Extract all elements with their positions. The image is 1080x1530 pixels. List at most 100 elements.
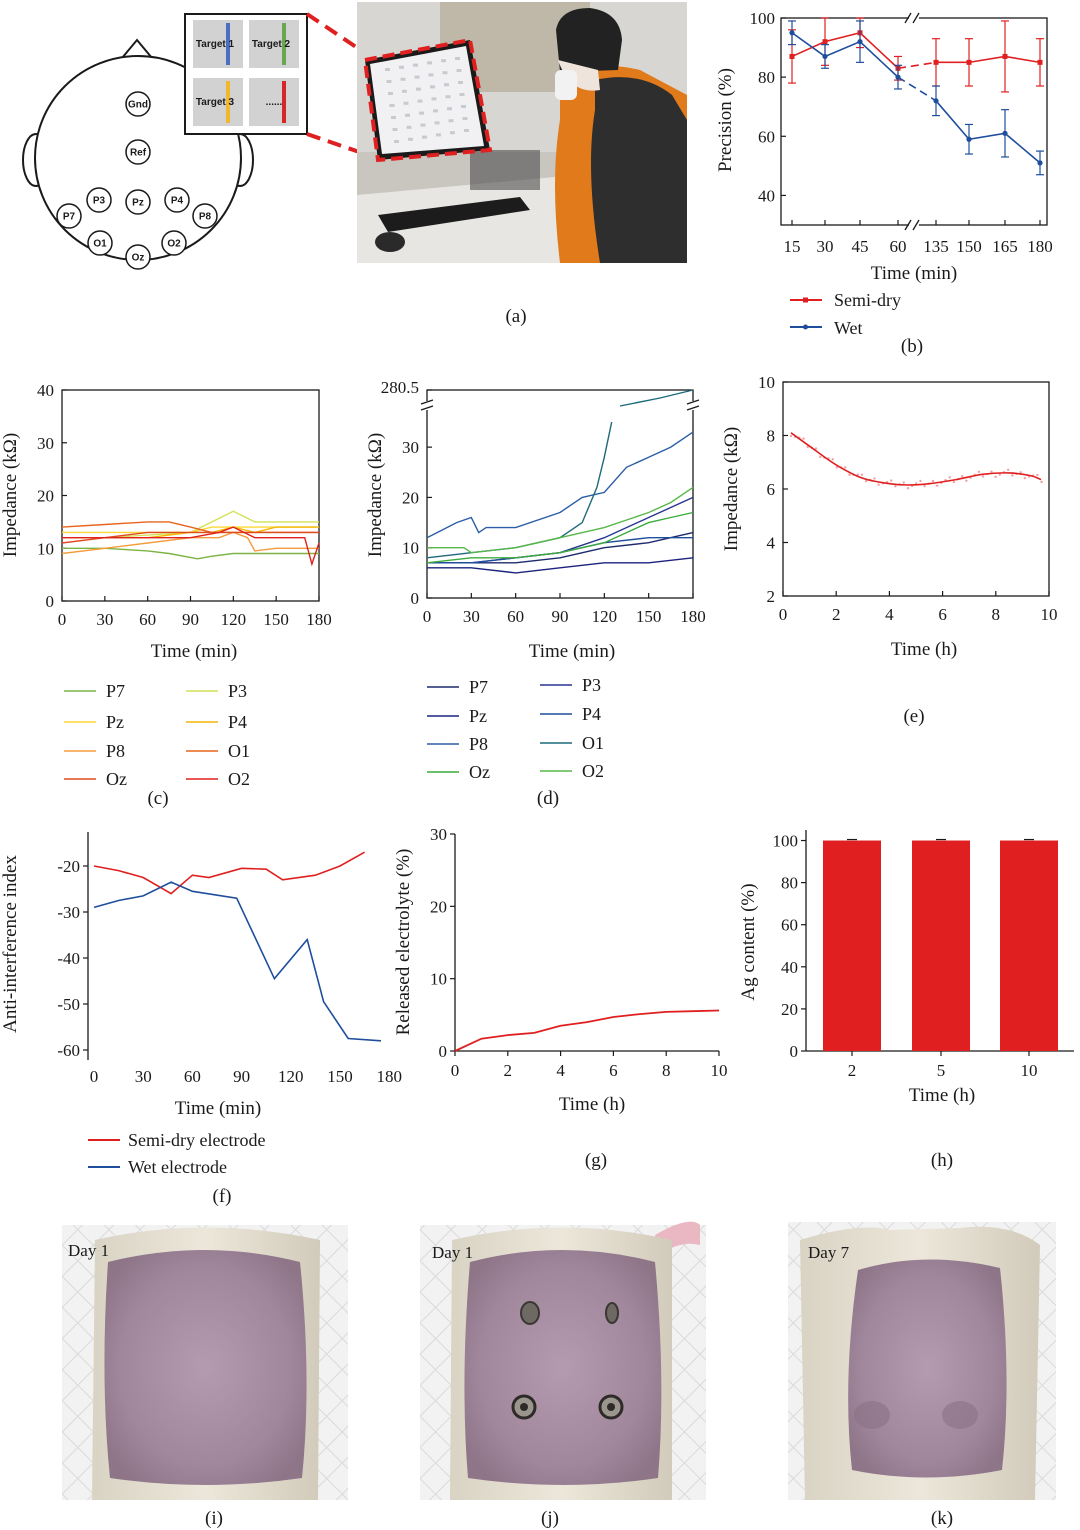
raw-sample (935, 484, 939, 487)
screen-stimulus (419, 111, 424, 115)
screen-stimulus (402, 89, 407, 93)
series-line-pz (62, 526, 319, 534)
legend-c-item: Pz (106, 712, 124, 732)
data-point (1037, 59, 1043, 65)
legend-d-item: P3 (582, 675, 601, 695)
screen-stimulus (464, 129, 469, 132)
series-line-released (454, 1009, 720, 1052)
raw-sample (860, 473, 864, 476)
legend-f-semidry: Semi-dry electrode (128, 1130, 265, 1150)
raw-sample (877, 483, 880, 486)
legend-d: P7 P3 Pz P4 P8 O1 Oz O2 (427, 675, 604, 782)
chart-h-ag-content: 0 20 40 60 80 100 Ag content (%) 2 5 10 Time (h) (738, 830, 1074, 1106)
raw-sample (948, 476, 951, 479)
screen-stimulus (427, 61, 432, 65)
screen-stimulus (400, 77, 406, 81)
electrode-o2-icon (161, 230, 187, 256)
axis-break-top (909, 12, 919, 24)
y-tick-label: 40 (758, 186, 775, 205)
y-tick-label: 80 (781, 874, 798, 893)
target-flicker-bar (282, 23, 286, 65)
x-tick-label: 120 (278, 1067, 304, 1086)
x-tick-label: 30 (96, 610, 113, 629)
panel-h-label: (h) (931, 1150, 953, 1171)
x-tick-label: 90 (552, 607, 569, 626)
y-axis-label: Ag content (%) (738, 883, 759, 1000)
target-tile (193, 20, 243, 68)
y-tick-label: -50 (57, 995, 80, 1014)
series-line-p7 (62, 547, 319, 560)
y-tick-label: 0 (411, 589, 420, 608)
screen-stimulus (420, 123, 426, 127)
raw-sample (1040, 480, 1043, 484)
target-callout: Target 1 Target 2 Target 3...... (184, 13, 308, 135)
series-line-oz (426, 511, 694, 564)
x-tick-label: 90 (233, 1067, 250, 1086)
x-tick-label: 60 (890, 237, 907, 256)
screen-stimulus (389, 104, 395, 107)
x-axis-label: Time (h) (909, 1085, 975, 1106)
x-tick-label: 0 (423, 607, 432, 626)
y-tick-label: 80 (758, 68, 775, 87)
data-point (1037, 160, 1043, 166)
data-point (966, 59, 972, 65)
electrode-label: Gnd (128, 100, 148, 111)
raw-sample (806, 445, 809, 449)
screen-stimulus (442, 71, 448, 75)
y-tick-label: -40 (57, 949, 80, 968)
plot-frame (782, 381, 1050, 597)
screen-stimulus (455, 57, 460, 60)
x-tick-label: 30 (135, 1067, 152, 1086)
raw-sample (835, 466, 839, 469)
legend-d-item: Oz (469, 762, 490, 782)
raw-sample (965, 479, 968, 482)
electrode-label: Oz (132, 253, 145, 264)
x-tick-label: 60 (139, 610, 156, 629)
y-break-label: 280.5 (381, 378, 419, 397)
target-label: ...... (266, 97, 283, 108)
axis-break-mark (904, 219, 912, 231)
legend-c-item: P7 (106, 681, 125, 701)
series-line-o1-break (619, 389, 694, 407)
axis-break-right (686, 401, 700, 410)
y-tick-label: 60 (758, 127, 775, 146)
series-line-wet (935, 100, 1041, 164)
y-tick-label: 40 (781, 958, 798, 977)
raw-sample (831, 458, 834, 461)
legend-c: P7 P3 Pz P4 P8 O1 Oz O2 (64, 681, 250, 789)
data-point (933, 59, 939, 65)
data-point (966, 136, 972, 142)
y-tick-label: 6 (767, 480, 776, 499)
x-tick-label: 0 (58, 610, 67, 629)
legend-b-semidry: Semi-dry (834, 290, 901, 310)
screen-stimulus (391, 116, 396, 119)
raw-sample (1036, 473, 1039, 477)
axis-break-mark (420, 405, 434, 411)
raw-sample (906, 486, 910, 490)
electrode-gnd-icon (125, 91, 151, 117)
chart-d-impedance-wet: 280.5 0 10 20 30 Impedance (kΩ) 0 30 60 90 120 150 1… (365, 378, 706, 662)
legend-b-wet: Wet (834, 318, 863, 338)
screen-stimulus (406, 125, 412, 129)
raw-sample (848, 473, 851, 476)
raw-sample (1023, 476, 1027, 480)
x-axis-label: Time (min) (151, 641, 237, 662)
y-tick-label: 20 (781, 1000, 798, 1019)
electrode-p8-icon (192, 203, 218, 229)
panel-i-label: (i) (205, 1508, 223, 1529)
x-tick-label: 2 (848, 1061, 857, 1080)
chart-c-impedance-semidry: 0 10 20 30 40 Impedance (kΩ) 0 30 60 90 120 150 180 T… (0, 381, 332, 662)
x-tick-label: 10 (711, 1061, 728, 1080)
legend-b: Semi-dry Wet (790, 290, 901, 338)
electrode-label: P8 (199, 212, 212, 223)
screen-stimulus (436, 133, 441, 137)
x-tick-label: 90 (182, 610, 199, 629)
legend-d-item: P4 (582, 704, 601, 724)
data-point (822, 39, 828, 45)
electrode-label: P4 (171, 196, 184, 207)
y-tick-label: 4 (767, 534, 776, 553)
electrode-label: P3 (93, 196, 106, 207)
screen-stimulus (414, 75, 420, 79)
